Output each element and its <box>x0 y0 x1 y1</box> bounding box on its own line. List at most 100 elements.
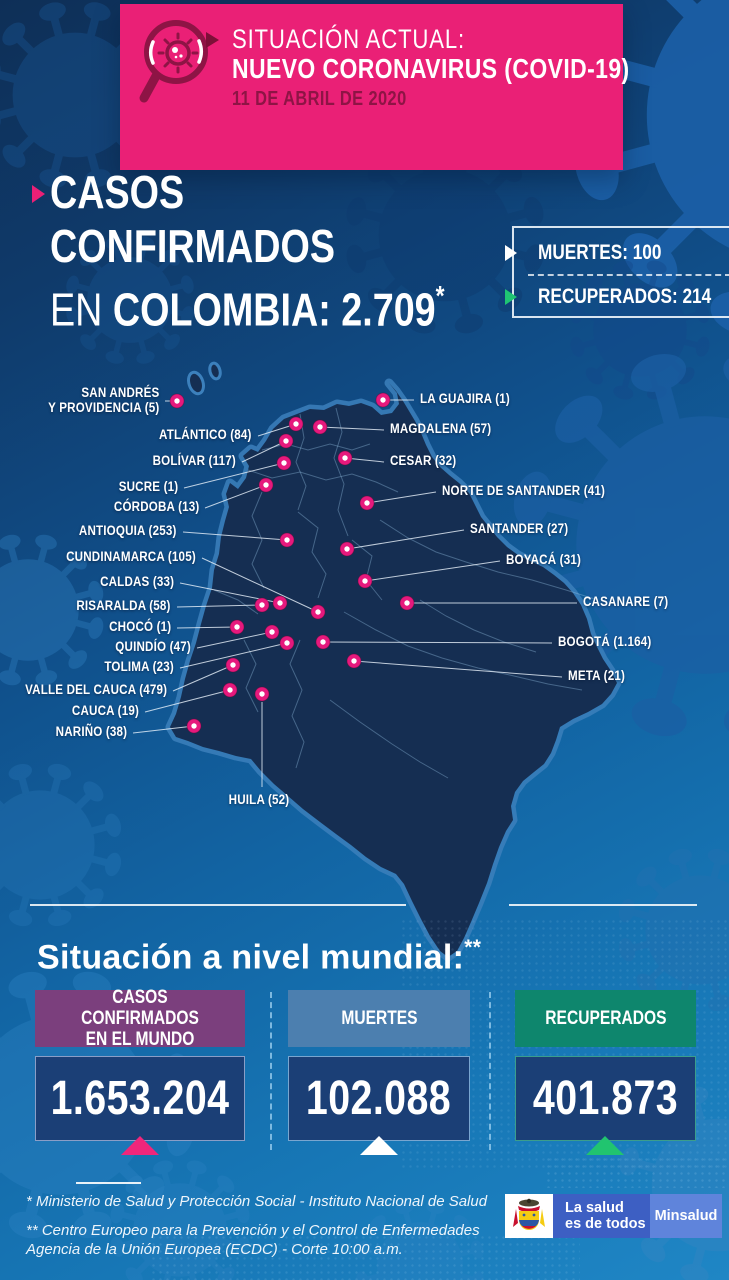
confirmed-cases-headline: CASOS CONFIRMADOS EN COLOMBIA: 2.709* <box>50 165 531 335</box>
minsalud-logo: Minsalud <box>650 1194 722 1238</box>
world-recovered-value-box: 401.873 <box>515 1056 696 1141</box>
banner-title: NUEVO CORONAVIRUS (COVID-19) <box>232 53 630 84</box>
map-label-magdalena: MAGDALENA (57) <box>390 421 492 436</box>
map-label-quindio: QUINDÍO (47) <box>115 639 191 654</box>
footnote-2: ** Centro Europeo para la Prevención y e… <box>26 1222 480 1258</box>
map-label-santander: SANTANDER (27) <box>470 521 569 536</box>
minsalud-label: Minsalud <box>654 1208 718 1224</box>
map-pin-atlantico <box>288 416 304 432</box>
map-label-casanare: CASANARE (7) <box>583 594 669 609</box>
map-pin-cundinamarca <box>310 604 326 620</box>
map-label-choco: CHOCÓ (1) <box>108 619 171 634</box>
map-label-risaralda: RISARALDA (58) <box>76 598 171 613</box>
map-label-narino: NARIÑO (38) <box>55 724 127 739</box>
map-label-sucre: SUCRE (1) <box>118 479 178 494</box>
recovered-triangle-icon <box>505 289 517 305</box>
world-confirmed-header: CASOS CONFIRMADOS EN EL MUNDO <box>35 987 245 1050</box>
map-label-valle-del-cauca: VALLE DEL CAUCA (479) <box>24 682 167 697</box>
map-pin-narino <box>186 718 202 734</box>
world-confirmed-value-box: 1.653.204 <box>35 1056 245 1141</box>
banner-date: 11 DE ABRIL DE 2020 <box>232 88 407 110</box>
colombia-coat-of-arms <box>505 1194 553 1238</box>
colombia-map <box>132 361 622 962</box>
halftone-pattern <box>545 1156 729 1188</box>
map-pin-huila <box>254 686 270 702</box>
map-pin-santander <box>339 541 355 557</box>
gov-tagline: La salud es de todos <box>565 1200 646 1232</box>
cards-dashed-separator <box>270 992 272 1150</box>
headline-line1: CASOS <box>50 166 185 218</box>
cards-dashed-separator <box>489 992 491 1150</box>
map-pin-bogota <box>315 634 331 650</box>
bullet-triangle-icon <box>32 185 45 203</box>
map-pin-caldas <box>272 595 288 611</box>
world-recovered-label: RECUPERADOS <box>544 1008 667 1029</box>
world-confirmed-value: 1.653.204 <box>50 1072 230 1125</box>
map-label-boyaca: BOYACÁ (31) <box>506 552 582 567</box>
map-pin-bolivar <box>278 433 294 449</box>
map-pin-cesar <box>337 450 353 466</box>
banner-kicker: SITUACIÓN ACTUAL: <box>232 24 465 54</box>
headline-line3: EN COLOMBIA: 2.709* <box>50 280 445 336</box>
world-confirmed-label: CASOS CONFIRMADOS EN EL MUNDO <box>81 987 199 1050</box>
map-pin-cordoba <box>258 477 274 493</box>
map-pins <box>169 392 415 734</box>
world-deaths-value: 102.088 <box>306 1072 452 1125</box>
map-pin-risaralda <box>254 597 270 613</box>
map-label-norte-de-santander: NORTE DE SANTANDER (41) <box>442 483 606 498</box>
map-pin-tolima <box>279 635 295 651</box>
map-label-tolima: TOLIMA (23) <box>104 659 174 674</box>
map-pin-meta <box>346 653 362 669</box>
world-recovered-arrow-icon <box>586 1136 624 1155</box>
map-pin-valle-del-cauca <box>225 657 241 673</box>
map-label-meta: META (21) <box>568 668 626 683</box>
map-label-cordoba: CÓRDOBA (13) <box>113 499 199 514</box>
map-pin-choco <box>229 619 245 635</box>
map-pin-casanare <box>399 595 415 611</box>
map-label-caldas: CALDAS (33) <box>99 574 174 589</box>
map-leader-lines <box>132 399 577 787</box>
world-deaths-label: MUERTES <box>340 1008 418 1029</box>
map-pin-la-guajira <box>375 392 391 408</box>
world-deaths-value-box: 102.088 <box>288 1056 470 1141</box>
recovered-stat: RECUPERADOS: 214 <box>538 285 712 308</box>
world-confirmed-arrow-icon <box>121 1136 159 1155</box>
headline-line2: CONFIRMADOS <box>50 220 335 272</box>
world-section-title: Situación a nivel mundial:** <box>37 936 482 977</box>
map-label-bolivar: BOLÍVAR (117) <box>152 453 236 468</box>
map-label-cundinamarca: CUNDINAMARCA (105) <box>66 549 196 564</box>
map-silhouette <box>170 383 617 957</box>
map-pin-quindio <box>264 624 280 640</box>
san-andres-islands <box>187 361 222 396</box>
footnote-divider <box>76 1182 141 1184</box>
headline-asterisk: * <box>435 280 445 311</box>
map-label-antioquia: ANTIOQUIA (253) <box>79 523 177 538</box>
deaths-triangle-icon <box>505 245 517 261</box>
map-pin-antioquia <box>279 532 295 548</box>
world-title-asterisks: ** <box>464 936 482 959</box>
map-label-huila: HUILA (52) <box>228 792 290 807</box>
world-recovered-header: RECUPERADOS <box>515 990 696 1047</box>
map-pin-cauca <box>222 682 238 698</box>
map-label-atlantico: ATLÁNTICO (84) <box>159 427 252 442</box>
stats-dashed-divider <box>528 274 729 276</box>
map-pin-boyaca <box>357 573 373 589</box>
coat-of-arms-icon <box>513 1198 545 1230</box>
map-label-la-guajira: LA GUAJIRA (1) <box>420 391 510 406</box>
halftone-pattern <box>150 1234 580 1280</box>
section-divider-left <box>30 904 406 906</box>
header-banner: SITUACIÓN ACTUAL: NUEVO CORONAVIRUS (COV… <box>120 4 629 170</box>
map-pin-sucre <box>276 455 292 471</box>
map-label-cauca: CAUCA (19) <box>71 703 139 718</box>
world-recovered-value: 401.873 <box>532 1072 679 1125</box>
map-pin-magdalena <box>312 419 328 435</box>
world-deaths-header: MUERTES <box>288 990 470 1047</box>
section-divider-right <box>509 904 697 906</box>
play-triangle-icon <box>206 32 219 48</box>
map-pin-san-andres <box>169 393 185 409</box>
map-label-san-andres: SAN ANDRÉS Y PROVIDENCIA (5) <box>47 385 159 415</box>
map-label-cesar: CESAR (32) <box>390 453 457 468</box>
world-deaths-arrow-icon <box>360 1136 398 1155</box>
gov-tagline-box: La salud es de todos <box>553 1194 650 1238</box>
